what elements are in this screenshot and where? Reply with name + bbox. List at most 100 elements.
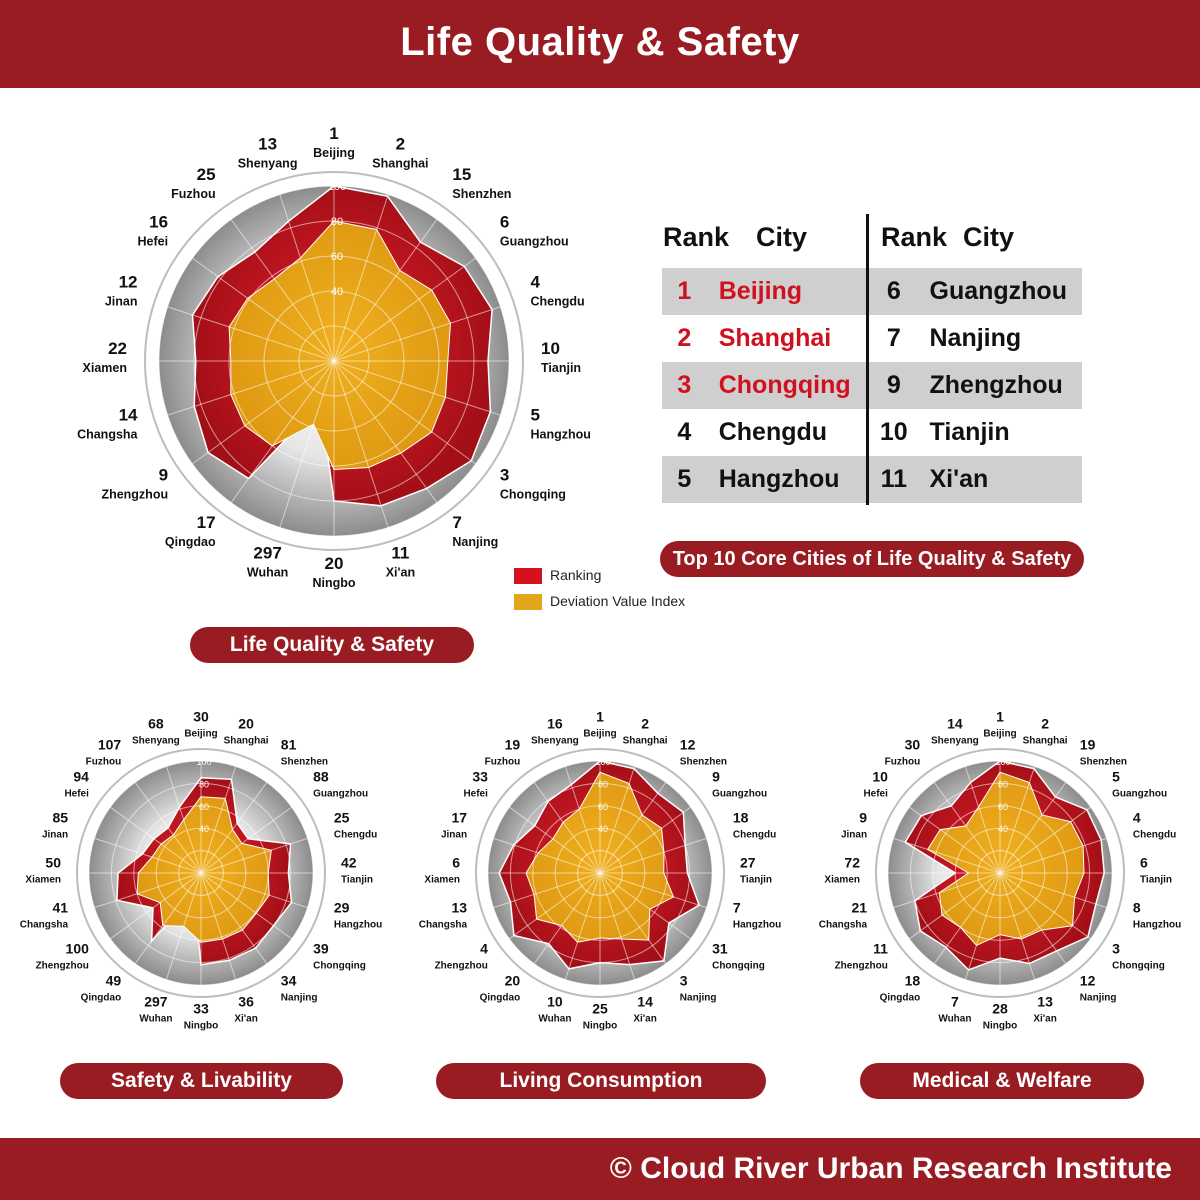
grid-spoke [165,766,202,874]
rank-label: 21 [852,900,868,916]
header-banner: Life Quality & Safety [0,0,1200,88]
rank-label: 19 [1080,736,1096,752]
table-header-city-right: City [963,222,1015,252]
grid-spoke [333,194,389,362]
rank-cell: 9 [870,362,918,409]
rank-label: 30 [193,709,209,725]
rank-label: 13 [258,135,277,154]
rank-label: 15 [452,165,471,184]
grid-spoke [134,782,202,874]
rank-label: 6 [1140,855,1148,871]
city-label: Hefei [463,789,488,800]
axis-label-group: 30 Fuzhou [885,736,921,767]
city-cell: Hangzhou [706,456,871,503]
legend-swatch-deviation [514,594,542,610]
city-cell: Chengdu [718,418,828,446]
city-label: Wuhan [247,566,288,580]
axis-label-group: 3 Nanjing [680,973,717,1004]
city-label: Shanghai [224,736,269,747]
axis-label-group: 72 Xiamen [824,855,860,886]
tick-label: 60 [598,802,608,812]
chart-title-living-consumption: Living Consumption [436,1063,766,1099]
axis-label-group: 13 Changsha [419,900,468,931]
city-label: Hangzhou [334,920,382,931]
axis-label-group: 10 Wuhan [538,993,571,1024]
tick-label: 60 [199,802,209,812]
rank-cell: 2 [677,324,692,352]
city-label: Wuhan [139,1013,172,1024]
rank-label: 33 [193,1001,209,1017]
axis-label-group: 10 Hefei [863,769,888,800]
grid-spoke [509,872,601,940]
city-label: Changsha [819,920,868,931]
grid-spoke [333,360,438,503]
city-label: Chengdu [733,829,776,840]
city-label: Ningbo [983,1021,1017,1032]
rank-label: 1 [596,709,604,725]
rank-label: 19 [505,736,521,752]
city-label: Jinan [441,829,467,840]
axis-label-group: 18 Chengdu [733,809,776,840]
grid-spoke [599,872,636,980]
rank-label: 10 [541,339,560,358]
city-label: Hefei [138,235,169,249]
rank-label: 42 [341,855,357,871]
axis-label-group: 10 Tianjin [541,339,581,375]
grid-spoke [333,257,476,362]
axis-label-group: 9 Zhengzhou [101,465,168,501]
grid-spoke [167,306,335,362]
tick-label: 60 [998,802,1008,812]
rank-label: 22 [108,339,127,358]
city-label: Chongqing [500,487,566,501]
grid-spoke [999,872,1036,980]
table-row: 5 Hangzhou 11 Xi'an [662,456,1082,503]
axis-label-group: 27 Tianjin [740,855,772,886]
axis-label-group: 15 Shenzhen [452,165,511,201]
grid-spoke [533,782,601,874]
table-row: 4 Chengdu 10 Tianjin [662,409,1082,456]
axis-label-group: 6 Tianjin [1140,855,1172,886]
rank-label: 10 [872,769,888,785]
table-row: 3 Chongqing 9 Zhengzhou [662,362,1082,409]
grid-spoke [200,837,308,874]
radar-chart-safety-livability: 40 60 80 100 30 Beijing 20 Shanghai 81 Shenzhen 88… [20,709,382,1032]
rank-label: 20 [505,973,521,989]
axis-label-group: 5 Hangzhou [531,405,591,441]
axis-label-group: 12 Jinan [105,273,138,309]
city-label: Xiamen [25,875,61,886]
city-cell: Chongqing [706,362,871,409]
rank-label: 9 [712,769,720,785]
axis-label-group: 20 Ningbo [312,554,355,590]
axis-label-group: 6 Guangzhou [500,213,569,249]
grid-spoke [493,837,601,874]
rank-label: 36 [238,993,254,1009]
city-label: Tianjin [740,875,772,886]
axis-label-group: 50 Xiamen [25,855,61,886]
rank-label: 1 [996,709,1004,725]
city-label: Ningbo [184,1021,218,1032]
axis-label-group: 25 Fuzhou [171,165,215,201]
city-label: Shenzhen [281,756,328,767]
city-label: Zhengzhou [435,960,488,971]
city-label: Fuzhou [885,756,921,767]
axis-label-group: 11 Xi'an [386,544,415,580]
rank-label: 16 [149,213,168,232]
axis-label-group: 107 Fuzhou [86,736,122,767]
rank-label: 12 [1080,973,1096,989]
axis-label-group: 88 Guangzhou [313,769,368,800]
radar-chart-medical-welfare: 40 60 80 100 1 Beijing 2 Shanghai 19 Shenzhen 5 Gua… [819,709,1181,1032]
grid-spoke [893,837,1001,874]
city-label: Hefei [863,789,888,800]
grid-spoke [533,872,601,964]
axis-label-group: 3 Chongqing [1112,940,1165,971]
city-label: Shenyang [531,736,579,747]
grid-spoke [599,766,636,874]
grid-spoke [564,766,601,874]
axis-label-group: 28 Ningbo [983,1001,1017,1032]
rank-cell: 6 [870,268,918,315]
chart-title-medical-welfare: Medical & Welfare [860,1063,1144,1099]
city-label: Xi'an [386,566,415,580]
grid-spoke [200,872,308,909]
rank-label: 14 [947,716,963,732]
axis-label-group: 94 Hefei [64,769,89,800]
